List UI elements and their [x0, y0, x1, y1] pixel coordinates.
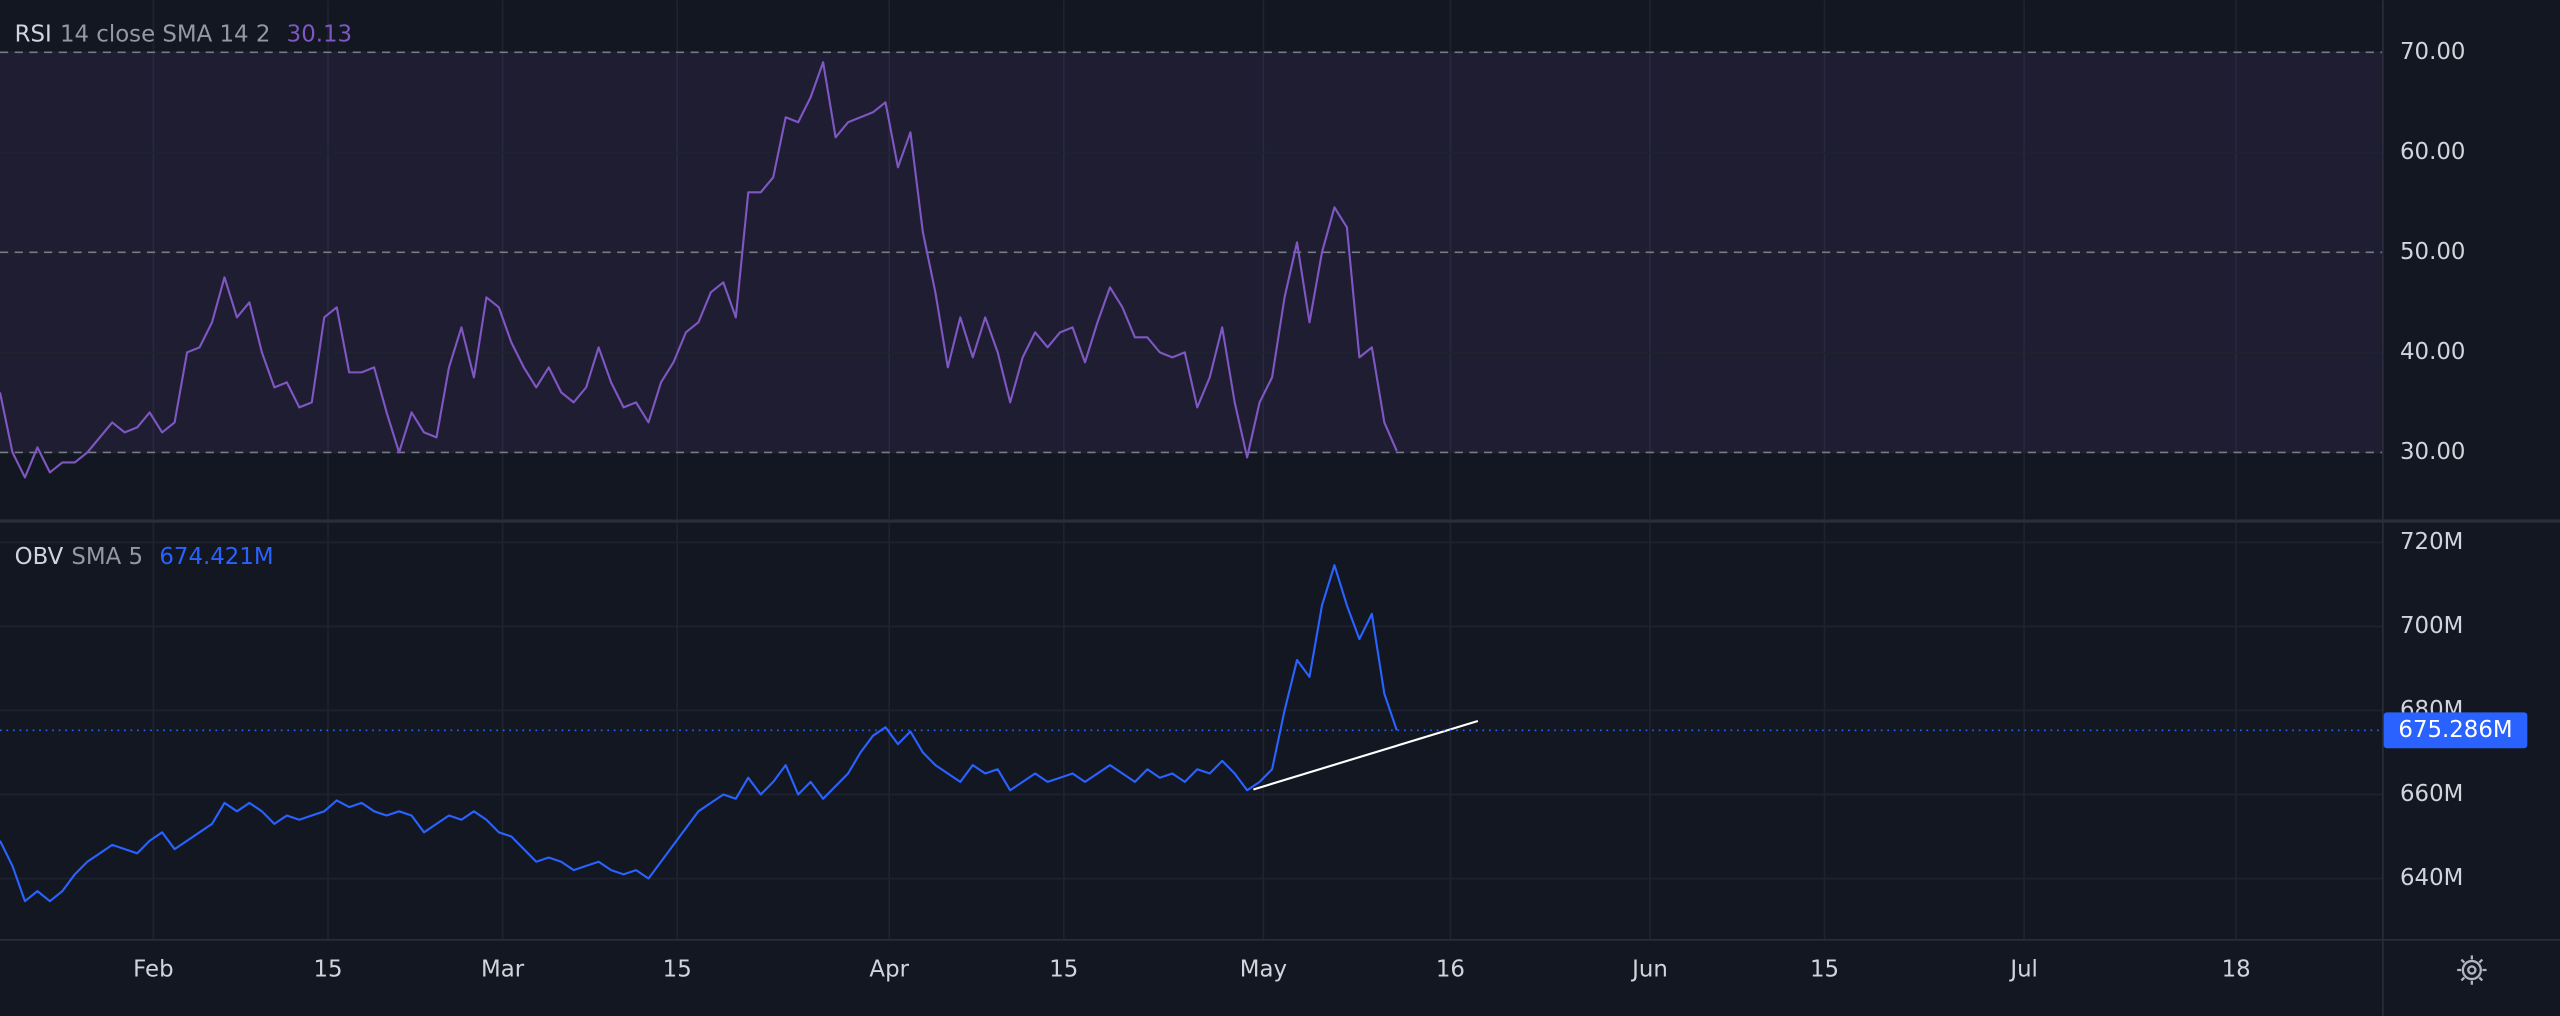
- y-tick-label: 60.00: [2400, 139, 2465, 165]
- x-tick-label: 15: [313, 957, 342, 983]
- current-value-badge: [2383, 712, 2528, 749]
- legend-params: 14 close SMA 14 2: [60, 21, 270, 47]
- gear-ring[interactable]: [2461, 959, 2482, 981]
- x-tick-label: 16: [1436, 957, 1465, 983]
- indicator-line: [0, 564, 1398, 903]
- y-tick-label: 640M: [2400, 865, 2463, 891]
- y-tick-label: 30.00: [2400, 439, 2465, 465]
- y-tick-label: 700M: [2400, 613, 2463, 639]
- x-tick-label: 18: [2222, 957, 2251, 983]
- legend-name: RSI: [15, 21, 52, 47]
- x-tick-label: Jul: [2008, 957, 2038, 983]
- legend-params: SMA 5: [71, 543, 143, 569]
- gear-teeth[interactable]: [2457, 955, 2487, 985]
- y-tick-label: 70.00: [2400, 39, 2465, 65]
- trend-line: [1253, 719, 1479, 791]
- x-tick-label: Apr: [869, 957, 909, 983]
- y-tick-label: 40.00: [2400, 339, 2465, 365]
- x-tick-label: 15: [1810, 957, 1839, 983]
- legend-name: OBV: [15, 543, 64, 569]
- gear-hub[interactable]: [2467, 965, 2477, 975]
- pane-separator: [0, 519, 2560, 523]
- y-tick-label: 660M: [2400, 781, 2463, 807]
- time-axis-border: [0, 939, 2560, 941]
- y-tick-label: 50.00: [2400, 239, 2465, 265]
- legend: OBV SMA 5 674.421M: [15, 543, 274, 569]
- legend-value: 674.421M: [159, 543, 273, 569]
- x-tick-label: Mar: [481, 957, 525, 983]
- y-tick-label: 720M: [2400, 529, 2463, 555]
- x-tick-label: 15: [1049, 957, 1078, 983]
- settings-gear[interactable]: [2457, 955, 2487, 985]
- price-axis-border: [2382, 0, 2384, 1016]
- chart-layer: Feb 15 Mar 15 Apr 15 May 16 Jun 15 Jul 18 30.00 40.00…: [0, 0, 2528, 983]
- x-tick-label: Jun: [1630, 957, 1668, 983]
- x-tick-label: 15: [663, 957, 692, 983]
- indicator-line: [0, 61, 1398, 479]
- current-value-label: 675.286M: [2398, 717, 2512, 743]
- legend-value: 30.13: [287, 21, 352, 47]
- x-tick-label: May: [1240, 957, 1287, 983]
- legend: RSI 14 close SMA 14 2 30.13: [15, 21, 352, 47]
- x-tick-label: Feb: [133, 957, 173, 983]
